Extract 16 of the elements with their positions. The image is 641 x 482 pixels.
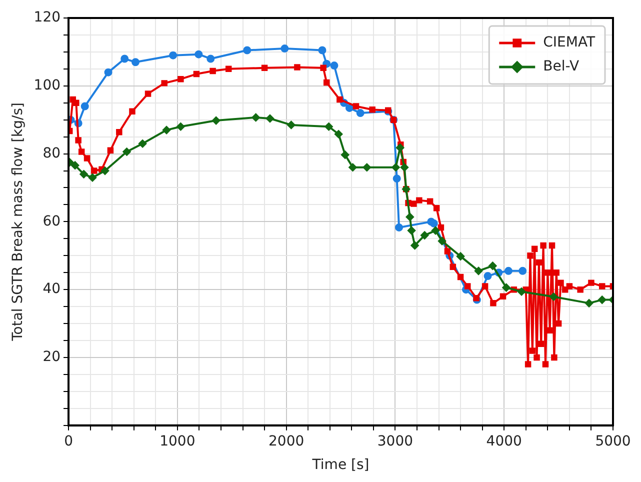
x-tick-label: 5000	[595, 433, 631, 450]
y-axis-title: Total SGTR Break mass flow [kg/s]	[10, 102, 26, 342]
x-tick-label: 0	[64, 433, 73, 450]
legend-label: Bel-V	[543, 58, 580, 75]
x-tick-label: 3000	[377, 433, 414, 450]
y-tick-label: 120	[34, 10, 61, 26]
y-tick-label: 60	[42, 213, 61, 230]
y-tick-label: 40	[42, 281, 61, 298]
legend-label: CIEMAT	[543, 34, 596, 51]
x-axis-title: Time [s]	[311, 457, 370, 474]
y-tick-label: 80	[42, 145, 61, 162]
x-tick-label: 4000	[486, 433, 522, 450]
x-tick-label: 2000	[268, 433, 304, 450]
y-tick-label: 20	[42, 349, 61, 366]
y-tick-label: 100	[34, 78, 61, 94]
x-tick-label: 1000	[160, 433, 196, 450]
